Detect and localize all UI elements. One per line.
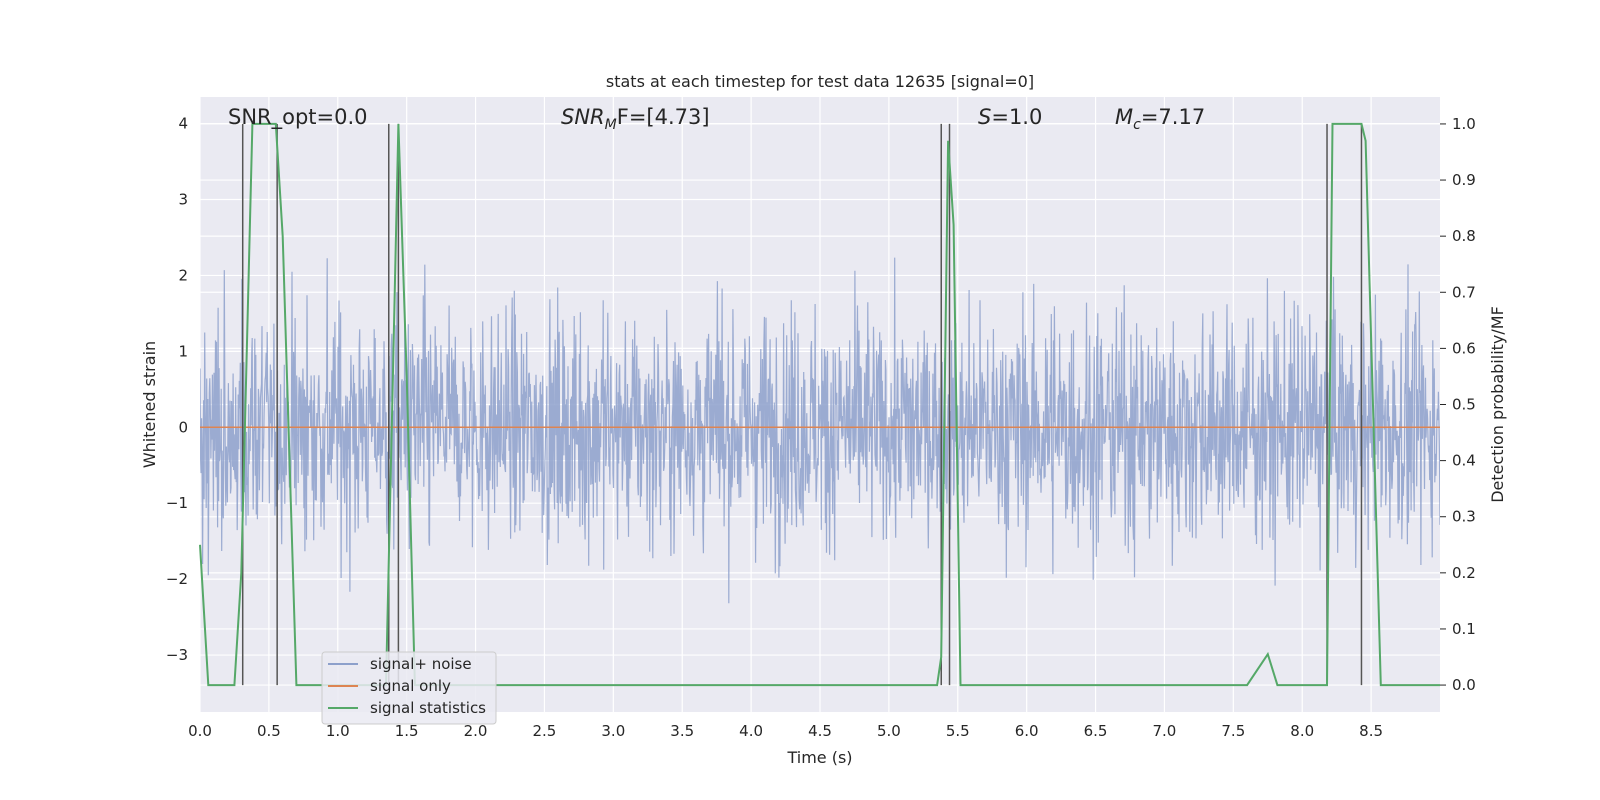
y-tick-label-right: 0.6 [1452,339,1476,357]
annotation-snr-mf: SNRMF=[4.73] [561,105,710,133]
x-tick-label: 1.0 [326,722,350,740]
x-tick-label: 4.0 [739,722,763,740]
y-tick-label-right: 0.4 [1452,452,1476,470]
signal-statistics-line [199,122,1440,687]
y-tick-label-left: −3 [166,646,188,664]
y-axis-label-right: Detection probability/MF [1488,306,1507,503]
y-tick-label-right: 1.0 [1452,115,1476,133]
series-signal-statistics [199,122,1440,687]
x-tick-label: 8.0 [1290,722,1314,740]
legend-entry-signal-statistics: signal statistics [370,699,486,717]
y-tick-label-right: 0.8 [1452,227,1476,245]
y-tick-label-left: −1 [166,494,188,512]
y-tick-label-left: 3 [178,191,188,209]
x-tick-label: 0.0 [188,722,212,740]
y-ticks-right: 0.0 0.1 0.2 0.3 0.4 0.5 0.6 0.7 0.8 0.9 1.0 [1440,115,1476,694]
x-tick-label: 4.5 [808,722,832,740]
y-tick-label-right: 0.2 [1452,564,1476,582]
x-tick-label: 6.0 [1015,722,1039,740]
x-axis-label: Time (s) [786,748,852,767]
series-signal-noise [200,257,1440,604]
x-tick-label: 5.5 [946,722,970,740]
x-tick-label: 7.5 [1221,722,1245,740]
y-tick-label-right: 0.1 [1452,620,1476,638]
grid [199,97,1440,712]
legend-entry-signal-noise: signal+ noise [370,655,472,673]
y-axis-label-left: Whitened strain [140,341,159,468]
chart-title: stats at each timestep for test data 126… [606,72,1034,91]
x-tick-label: 8.5 [1359,722,1383,740]
y-tick-label-left: 4 [178,115,188,133]
x-tick-label: 2.0 [464,722,488,740]
x-ticks: 0.0 0.5 1.0 1.5 2.0 2.5 3.0 3.5 4.0 4.5 5.0 5.5 6.0 6… [188,722,1383,740]
x-tick-label: 1.5 [395,722,419,740]
y-tick-label-left: 2 [178,266,188,284]
legend: signal+ noise signal only signal statist… [321,651,497,725]
x-tick-label: 7.0 [1153,722,1177,740]
x-tick-label: 0.5 [257,722,281,740]
x-tick-label: 3.5 [670,722,694,740]
y-tick-label-left: 1 [178,342,188,360]
y-tick-label-left: −2 [166,570,188,588]
y-ticks-left: −3 −2 −1 0 1 2 3 4 [166,115,188,664]
y-tick-label-right: 0.5 [1452,396,1476,414]
annotation-snr-opt: SNR_opt=0.0 [228,105,368,130]
y-tick-label-right: 0.3 [1452,508,1476,526]
y-tick-label-right: 0.7 [1452,283,1476,301]
y-tick-label-left: 0 [178,418,188,436]
annotation-mc: Mc=7.17 [1115,105,1205,133]
x-tick-label: 3.0 [601,722,625,740]
x-tick-label: 6.5 [1084,722,1108,740]
noise-line [200,257,1440,604]
y-tick-label-right: 0.0 [1452,676,1476,694]
legend-entry-signal-only: signal only [370,677,451,695]
x-tick-label: 5.0 [877,722,901,740]
y-tick-label-right: 0.9 [1452,171,1476,189]
annotation-s: S=1.0 [978,105,1042,129]
x-tick-label: 2.5 [533,722,557,740]
